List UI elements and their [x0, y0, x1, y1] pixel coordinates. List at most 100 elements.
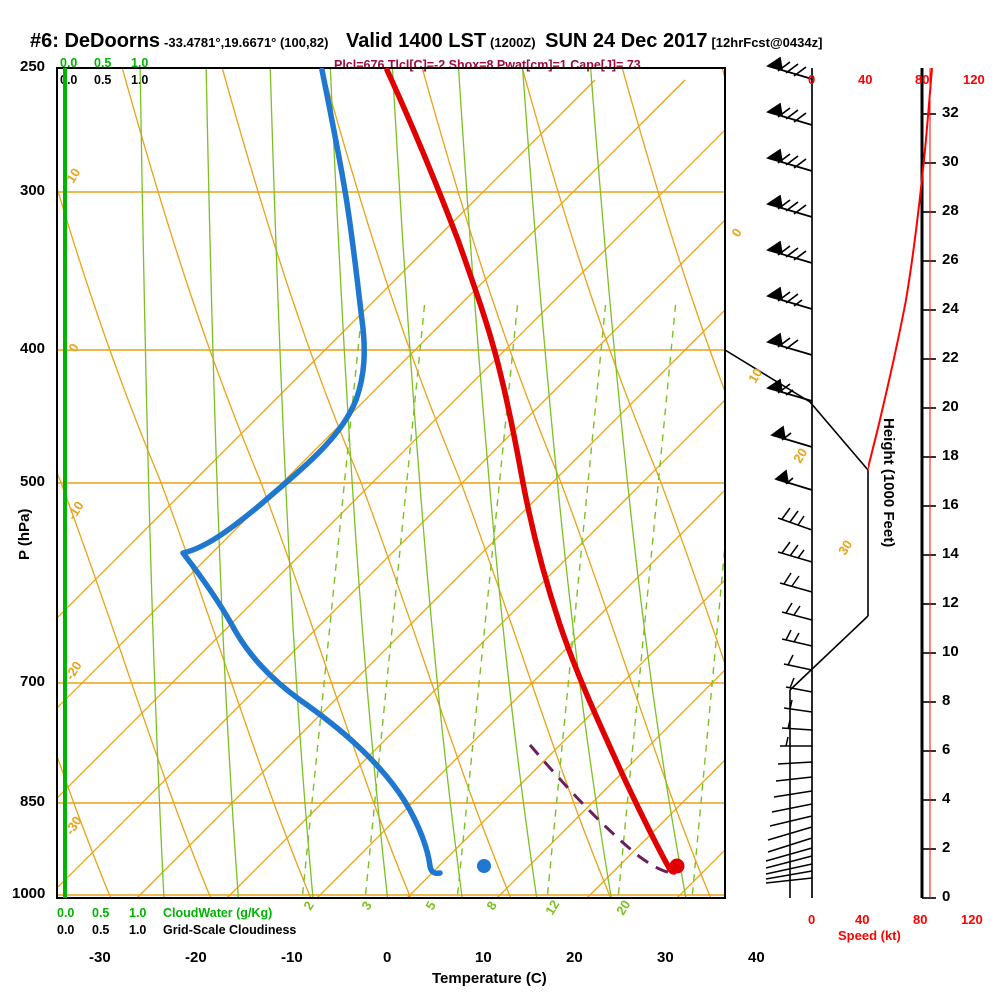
speed-tick-bottom-40: 40 — [855, 912, 870, 927]
pressure-axis-label: P (hPa) — [16, 508, 33, 560]
pressure-tick-1000: 1000 — [12, 885, 46, 902]
wind-barb — [785, 677, 813, 693]
speed-tick-top-80: 80 — [915, 72, 930, 87]
wind-barb — [775, 776, 813, 782]
dry-adiabat-lines — [57, 68, 725, 898]
mixing-ratio-lines — [301, 299, 725, 898]
speed-tick-bottom-120: 120 — [961, 912, 983, 927]
wind-barb — [765, 194, 813, 218]
parcel-curve — [528, 744, 673, 875]
temperature-axis-label: Temperature (C) — [432, 970, 547, 987]
height-tick-24: 24 — [942, 300, 959, 317]
speed-tick-bottom-0: 0 — [808, 912, 816, 927]
height-tick-26: 26 — [942, 251, 959, 268]
wind-barb — [774, 469, 813, 491]
wind-barb — [771, 803, 813, 813]
height-tick-8: 8 — [942, 692, 951, 709]
wind-barb — [765, 870, 813, 880]
forecast-tag: [12hrFcst@0434z] — [711, 35, 823, 50]
surface-dewpoint-marker — [477, 859, 491, 873]
cloudiness-bottom-tick-2: 1.0 — [129, 923, 147, 937]
cloudwater-top-tick-1: 0.5 — [94, 56, 112, 70]
cloudiness-bottom-tick-0: 0.0 — [57, 923, 75, 937]
pressure-tick-500: 500 — [20, 473, 46, 490]
wind-barb — [765, 855, 813, 869]
cloudwater-legend-label: CloudWater (g/Kg) — [163, 906, 273, 920]
windspeed-curve — [868, 68, 933, 473]
temperature-tick-m20: -20 — [185, 949, 207, 966]
height-axis-ticks — [922, 113, 936, 899]
height-tick-20: 20 — [942, 398, 959, 415]
wind-barb — [779, 572, 813, 593]
wind-barbs-lower — [765, 507, 813, 884]
cloudwater-top-tick-0: 0.0 — [60, 56, 78, 70]
wind-barb — [783, 699, 813, 713]
height-tick-14: 14 — [942, 545, 959, 562]
wind-barb — [765, 332, 813, 356]
plot-frame — [56, 67, 726, 899]
wind-barb — [765, 863, 813, 875]
cloudwater-bottom-tick-2: 1.0 — [129, 906, 147, 920]
temperature-tick-20: 20 — [566, 949, 583, 966]
cloudwater-top-tick-2: 1.0 — [131, 56, 149, 70]
pressure-tick-300: 300 — [20, 182, 46, 199]
temperature-tick-40: 40 — [748, 949, 765, 966]
height-tick-12: 12 — [942, 594, 959, 611]
pressure-tick-400: 400 — [20, 340, 46, 357]
wind-barb — [781, 602, 813, 621]
wind-barb — [765, 56, 813, 80]
wind-barb — [780, 736, 812, 747]
pressure-tick-250: 250 — [20, 58, 46, 75]
speed-tick-top-40: 40 — [858, 72, 873, 87]
station-coords: -33.4781°,19.6671° (100,82) — [164, 35, 329, 50]
wind-barb — [765, 240, 813, 264]
cloudiness-top-tick-1: 0.5 — [94, 73, 112, 87]
height-tick-2: 2 — [942, 839, 951, 856]
height-axis-label: Height (1000 Feet) — [880, 418, 897, 548]
height-tick-6: 6 — [942, 741, 951, 758]
wind-barb — [770, 425, 813, 448]
valid-time: Valid 1400 LST — [345, 30, 487, 52]
station-name: DeDoorns — [64, 30, 161, 52]
wind-barb — [765, 378, 813, 402]
cloudwater-bottom-tick-0: 0.0 — [57, 906, 75, 920]
speed-axis-label: Speed (kt) — [838, 928, 901, 943]
height-tick-4: 4 — [942, 790, 951, 807]
valid-date: SUN 24 Dec 2017 — [545, 30, 708, 52]
station-id: #6: — [30, 30, 59, 52]
height-tick-0: 0 — [942, 888, 951, 905]
temperature-tick-m10: -10 — [281, 949, 303, 966]
height-tick-10: 10 — [942, 643, 959, 660]
cloudiness-legend-label: Grid-Scale Cloudiness — [163, 923, 297, 937]
wind-barb — [777, 507, 813, 531]
page-title: #6: DeDoorns -33.4781°,19.6671° (100,82) … — [30, 30, 822, 53]
isotherm-lines — [57, 79, 725, 898]
wind-barb — [765, 102, 813, 126]
wind-barb — [773, 790, 813, 798]
wind-barb — [783, 654, 813, 671]
wind-barb — [777, 761, 813, 765]
pressure-tick-850: 850 — [20, 793, 46, 810]
wind-barb — [765, 847, 813, 862]
wind-barb — [765, 148, 813, 172]
wind-barb — [765, 877, 813, 884]
wind-barb — [781, 629, 813, 647]
dewpoint-curve — [180, 68, 443, 876]
wind-barb — [769, 815, 813, 827]
speed-tick-top-120: 120 — [963, 72, 985, 87]
cloudwater-bottom-tick-1: 0.5 — [92, 906, 110, 920]
wind-barbs-upper — [765, 56, 813, 491]
height-tick-28: 28 — [942, 202, 959, 219]
wind-barb — [767, 837, 813, 853]
height-tick-22: 22 — [942, 349, 959, 366]
temperature-curve — [384, 68, 677, 875]
speed-tick-top-0: 0 — [808, 72, 816, 87]
temperature-tick-m30: -30 — [89, 949, 111, 966]
valid-time-z: (1200Z) — [490, 35, 536, 50]
temperature-tick-10: 10 — [475, 949, 492, 966]
wind-barb — [781, 719, 813, 731]
surface-temperature-marker — [669, 858, 685, 874]
height-tick-18: 18 — [942, 447, 959, 464]
temperature-tick-0: 0 — [383, 949, 392, 966]
